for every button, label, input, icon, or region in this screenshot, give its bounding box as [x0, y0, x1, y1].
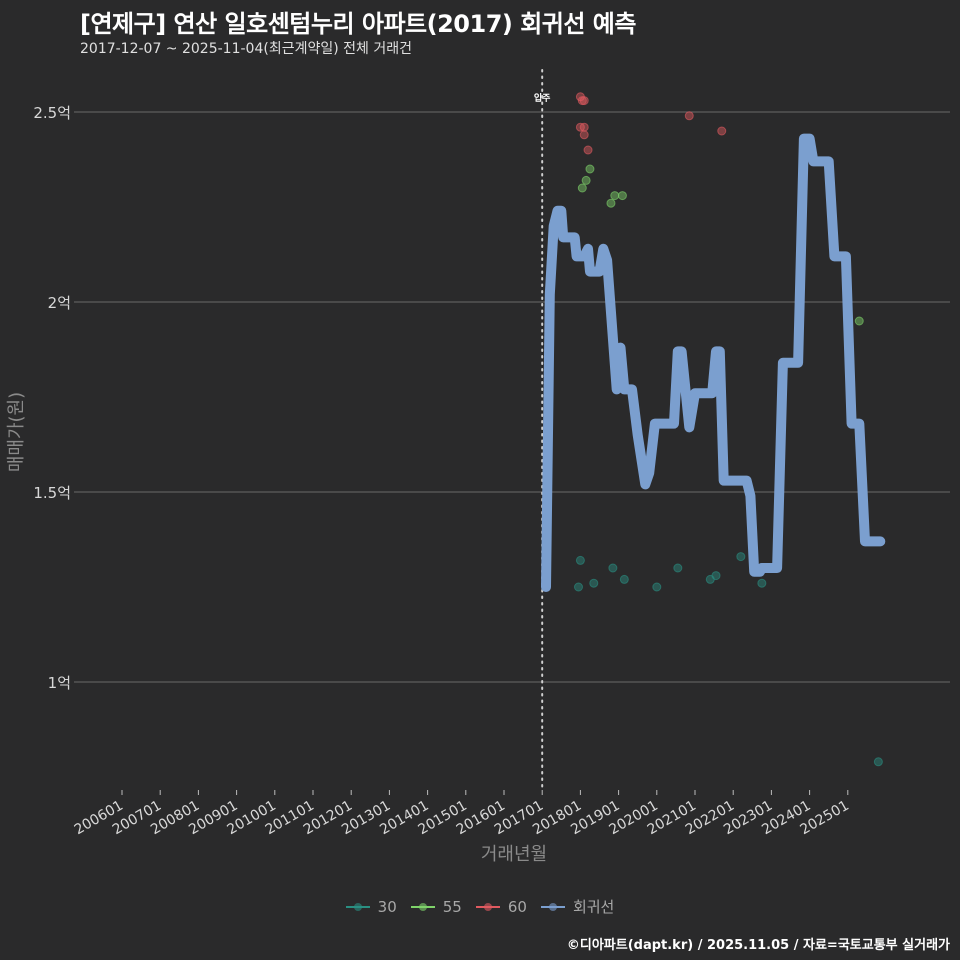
data-point-30: [757, 578, 767, 588]
data-point-60: [579, 130, 589, 140]
regression-line-path: [541, 133, 886, 592]
data-point-30: [673, 563, 683, 573]
legend-swatch-icon: [345, 900, 370, 914]
regression-line: [541, 133, 886, 592]
legend-swatch-icon: [410, 900, 435, 914]
x-axis: 2006012007012008012009012010012011012012…: [72, 790, 852, 838]
legend-item: 30: [345, 896, 397, 917]
legend-label: 60: [507, 897, 527, 916]
data-point-30: [575, 555, 585, 565]
data-point-60: [579, 96, 589, 106]
move-in-marker: 입주: [534, 69, 551, 791]
data-point-55: [854, 316, 864, 326]
data-point-30: [589, 578, 599, 588]
legend-label: 30: [377, 897, 397, 916]
y-axis: 1억 1.5억 2억 2.5억: [33, 104, 78, 692]
legend-swatch-icon: [475, 900, 500, 914]
legend-item: 55: [410, 896, 462, 917]
y-axis-label: 매매가(원): [6, 392, 27, 472]
y-tick-label: 2.5억: [33, 104, 71, 122]
data-point-30: [608, 563, 618, 573]
chart-title: [연제구] 연산 일호센텀누리 아파트(2017) 회귀선 예측: [80, 10, 636, 38]
data-point-60: [583, 145, 593, 155]
data-point-30: [736, 552, 746, 562]
source-caption: ©디아파트(dapt.kr) / 2025.11.05 / 자료=국토교통부 실…: [566, 938, 950, 953]
legend-item: 60: [475, 896, 527, 917]
scatter-points: [573, 92, 883, 767]
data-point-55: [617, 191, 627, 201]
data-point-30: [873, 757, 883, 767]
data-point-30: [711, 571, 721, 581]
legend-item: 회귀선: [540, 896, 615, 917]
y-tick-label: 1억: [48, 674, 71, 692]
data-point-55: [585, 164, 595, 174]
chart-subtitle: 2017-12-07 ~ 2025-11-04(최근계약일) 전체 거래건: [80, 41, 412, 57]
data-point-55: [581, 175, 591, 185]
legend: 30 55 60 회귀선: [0, 896, 960, 917]
data-point-60: [717, 126, 727, 136]
y-tick-label: 2억: [48, 294, 71, 312]
grid-lines: [78, 111, 950, 683]
x-axis-label: 거래년월: [481, 844, 547, 865]
data-point-55: [610, 191, 620, 201]
legend-label: 55: [442, 897, 462, 916]
legend-label: 회귀선: [572, 898, 615, 916]
data-point-55: [606, 198, 616, 208]
y-tick-label: 1.5억: [33, 484, 71, 502]
legend-swatch-icon: [540, 900, 565, 914]
data-point-30: [619, 574, 629, 584]
data-point-55: [577, 183, 587, 193]
data-point-60: [684, 111, 694, 121]
data-point-30: [573, 582, 583, 592]
data-point-60: [579, 122, 589, 132]
data-point-30: [652, 582, 662, 592]
move-in-label: 입주: [534, 92, 551, 104]
